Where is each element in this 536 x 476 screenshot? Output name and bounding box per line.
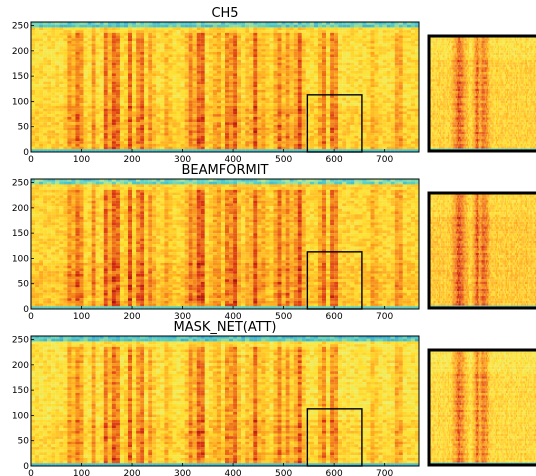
y-tick-label: 0	[23, 148, 29, 158]
x-tick-label: 700	[376, 312, 393, 322]
panel-title: CH5	[211, 6, 238, 21]
spectrogram-image	[31, 22, 419, 152]
zoom-inset-frame	[427, 191, 536, 310]
x-tick-label: 300	[174, 155, 191, 165]
x-tick-label: 600	[326, 469, 343, 476]
x-tick-label: 700	[376, 155, 393, 165]
axes-frame	[30, 335, 420, 467]
zoom-region-box	[306, 94, 363, 153]
y-tick-label: 100	[12, 254, 29, 264]
panel-title: MASK_NET(ATT)	[174, 320, 277, 335]
y-tick-label: 150	[12, 386, 29, 396]
axes-frame	[30, 178, 420, 310]
y-tick-label: 150	[12, 72, 29, 82]
x-tick-label: 300	[174, 312, 191, 322]
y-tick-label: 0	[23, 462, 29, 472]
x-tick-label: 300	[174, 469, 191, 476]
y-tick-label: 200	[12, 204, 29, 214]
y-tick-label: 200	[12, 361, 29, 371]
spectrogram-panel: MASK_NET(ATT) 0 100 200 300 400 500 600 700 0 50 10…	[12, 320, 536, 476]
axes-frame	[30, 21, 420, 153]
x-tick-label: 500	[275, 312, 292, 322]
y-tick-label: 250	[12, 22, 29, 32]
zoom-inset-frame	[427, 34, 536, 153]
spectrogram-panel: CH5 0 100 200 300 400 500 600 700 0 50 100 150 200 250	[12, 6, 536, 165]
spectrogram-image	[31, 179, 419, 309]
zoom-inset-frame	[427, 348, 536, 467]
y-tick-label: 150	[12, 229, 29, 239]
zoom-inset-image	[429, 36, 536, 151]
x-tick-label: 0	[28, 469, 34, 476]
x-tick-label: 400	[224, 312, 241, 322]
x-tick-label: 500	[275, 469, 292, 476]
x-tick-label: 700	[376, 469, 393, 476]
x-tick-label: 100	[73, 155, 90, 165]
panel-title: BEAMFORMIT	[182, 163, 269, 178]
x-tick-label: 600	[326, 312, 343, 322]
y-tick-label: 250	[12, 336, 29, 346]
zoom-region-box	[306, 408, 363, 467]
x-tick-label: 100	[73, 469, 90, 476]
y-tick-label: 50	[18, 280, 30, 290]
y-tick-label: 200	[12, 47, 29, 57]
y-tick-label: 0	[23, 305, 29, 315]
zoom-region-box	[306, 251, 363, 310]
spectrogram-image	[31, 336, 419, 466]
x-tick-label: 0	[28, 312, 34, 322]
x-tick-label: 100	[73, 312, 90, 322]
spectrogram-panel: BEAMFORMIT 0 100 200 300 400 500 600 700 0 50 100 15…	[12, 163, 536, 322]
x-tick-label: 400	[224, 155, 241, 165]
y-tick-label: 100	[12, 411, 29, 421]
zoom-inset-image	[429, 350, 536, 465]
x-tick-label: 0	[28, 155, 34, 165]
x-tick-label: 200	[123, 155, 140, 165]
y-tick-label: 50	[18, 437, 30, 447]
y-tick-label: 100	[12, 97, 29, 107]
x-tick-label: 200	[123, 469, 140, 476]
y-tick-label: 50	[18, 123, 30, 133]
x-tick-label: 600	[326, 155, 343, 165]
zoom-inset-image	[429, 193, 536, 308]
x-tick-label: 200	[123, 312, 140, 322]
y-tick-label: 250	[12, 179, 29, 189]
x-tick-label: 500	[275, 155, 292, 165]
x-tick-label: 400	[224, 469, 241, 476]
